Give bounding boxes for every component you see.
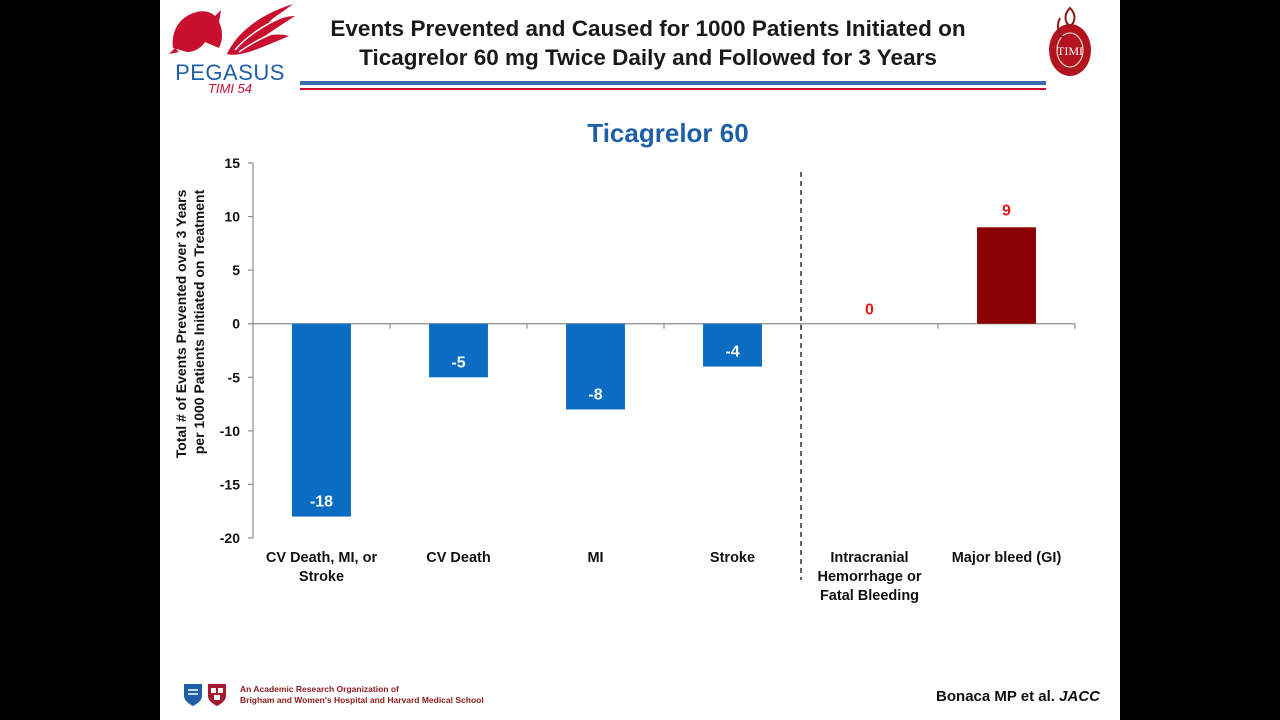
x-category-label-line: Fatal Bleeding bbox=[820, 588, 919, 604]
institution-logos-icon bbox=[184, 684, 226, 706]
x-category-label: MI bbox=[587, 550, 603, 566]
timi-logo-text: TIMI bbox=[1057, 44, 1083, 58]
x-category-label-line: Major bleed (GI) bbox=[952, 550, 1062, 566]
pegasus-logo-text: PEGASUS bbox=[175, 60, 285, 85]
y-axis-label-line2: per 1000 Patients Initiated on Treatment bbox=[191, 189, 207, 454]
chart-labels: -18 CV Death, MI, or Stroke -5 CV Death -8 MI -… bbox=[266, 202, 1062, 604]
x-category-label-line: Hemorrhage or bbox=[818, 569, 922, 585]
data-label: -4 bbox=[725, 344, 739, 361]
y-axis-label: Total # of Events Prevented over 3 Years… bbox=[173, 186, 207, 459]
x-category-label-line: Intracranial bbox=[830, 550, 908, 566]
data-label: -18 bbox=[310, 494, 333, 511]
header-rule-red bbox=[300, 88, 1046, 90]
y-tick-label: -20 bbox=[220, 530, 240, 546]
x-category-label: CV Death, MI, or Stroke bbox=[266, 550, 378, 585]
citation-authors: Bonaca MP et al. bbox=[936, 688, 1060, 705]
bar bbox=[292, 323, 351, 517]
slide-title-line1: Events Prevented and Caused for 1000 Pat… bbox=[330, 16, 966, 41]
footer-org-line2: Brigham and Women's Hospital and Harvard… bbox=[240, 695, 484, 705]
footer-org-line1: An Academic Research Organization of bbox=[240, 684, 399, 694]
pegasus-logo-subtext: TIMI 54 bbox=[207, 81, 253, 96]
x-category-label-line: CV Death, MI, or bbox=[266, 550, 378, 566]
data-label: -8 bbox=[588, 386, 602, 403]
slide-title: Events Prevented and Caused for 1000 Pat… bbox=[300, 14, 996, 72]
x-category-label-line: MI bbox=[587, 550, 603, 566]
y-axis-label-line1: Total # of Events Prevented over 3 Years bbox=[173, 189, 189, 458]
bar bbox=[429, 323, 488, 378]
y-tick-label: -5 bbox=[228, 369, 241, 385]
x-category-label-line: Stroke bbox=[299, 569, 344, 585]
y-tick-label: -15 bbox=[220, 476, 240, 492]
chart-axes: 15 10 5 0 -5 -10 -15 -20 bbox=[220, 155, 1076, 580]
bar bbox=[977, 227, 1036, 324]
citation-journal: JACC bbox=[1059, 688, 1100, 705]
x-category-label: CV Death bbox=[426, 550, 490, 566]
x-category-label-line: Stroke bbox=[710, 550, 755, 566]
x-category-label-line: CV Death bbox=[426, 550, 490, 566]
chart-bars bbox=[292, 227, 1036, 517]
slide: PEGASUS TIMI 54 Events Prevented and Cau… bbox=[160, 0, 1120, 720]
header-rule-blue bbox=[300, 81, 1046, 85]
x-category-label: Intracranial Hemorrhage or Fatal Bleeding bbox=[818, 550, 922, 604]
y-tick-label: -10 bbox=[220, 423, 240, 439]
chart-title: Ticagrelor 60 bbox=[587, 118, 748, 148]
x-category-label: Major bleed (GI) bbox=[952, 550, 1062, 566]
citation: Bonaca MP et al. JACC bbox=[936, 688, 1100, 705]
y-tick-label: 10 bbox=[224, 209, 240, 225]
bar bbox=[703, 323, 762, 367]
pegasus-logo-icon bbox=[169, 4, 295, 55]
y-tick-label: 5 bbox=[232, 262, 240, 278]
bar bbox=[566, 323, 625, 410]
slide-title-line2: Ticagrelor 60 mg Twice Daily and Followe… bbox=[359, 45, 937, 70]
x-category-label: Stroke bbox=[710, 550, 755, 566]
y-tick-label: 0 bbox=[232, 316, 240, 332]
data-label: -5 bbox=[451, 354, 465, 371]
timi-logo-icon: TIMI bbox=[1049, 6, 1091, 76]
footer-organization: An Academic Research Organization of Bri… bbox=[240, 684, 484, 706]
y-tick-label: 15 bbox=[224, 155, 240, 171]
data-label: 9 bbox=[1002, 202, 1011, 219]
data-label: 0 bbox=[865, 302, 874, 319]
bar-chart: Ticagrelor 60 Total # of Events Prevente… bbox=[173, 118, 1076, 604]
